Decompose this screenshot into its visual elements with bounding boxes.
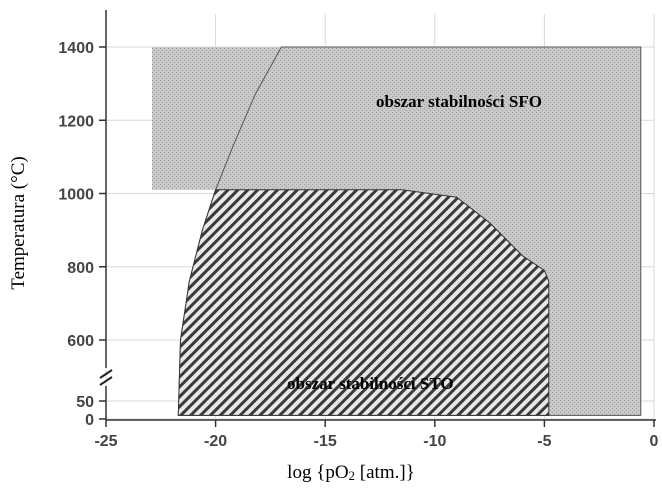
x-tick-label: -5 (537, 433, 551, 450)
x-axis-title-prefix: log {pO (287, 462, 349, 483)
y-axis-title: Temperatura (°C) (8, 156, 29, 290)
y-tick-label: 1400 (58, 40, 94, 57)
y-axis-break-mark (99, 376, 113, 386)
x-tick-label: -20 (204, 433, 227, 450)
sto-region-label: obszar stabilności STO (287, 374, 454, 393)
y-tick-label: 1200 (58, 113, 94, 130)
y-tick-label: 600 (67, 333, 94, 350)
x-tick-label: -25 (94, 433, 117, 450)
y-tick-label: 50 (76, 394, 94, 411)
x-tick-label: -10 (423, 433, 446, 450)
x-tick-label: 0 (650, 433, 659, 450)
sfo-region-extension (152, 47, 282, 190)
sto-region-area (177, 189, 550, 416)
x-axis-title-suffix: [atm.]} (355, 462, 415, 483)
x-axis-title: log {pO2 [atm.]} (0, 462, 662, 484)
x-axis-title-subscript: 2 (348, 468, 356, 483)
y-axis-break-mark (99, 369, 113, 379)
y-tick-label: 0 (85, 412, 94, 429)
x-tick-label: -15 (314, 433, 337, 450)
y-tick-label: 1000 (58, 187, 94, 204)
y-tick-label: 800 (67, 260, 94, 277)
sfo-region-label: obszar stabilności SFO (376, 92, 542, 111)
